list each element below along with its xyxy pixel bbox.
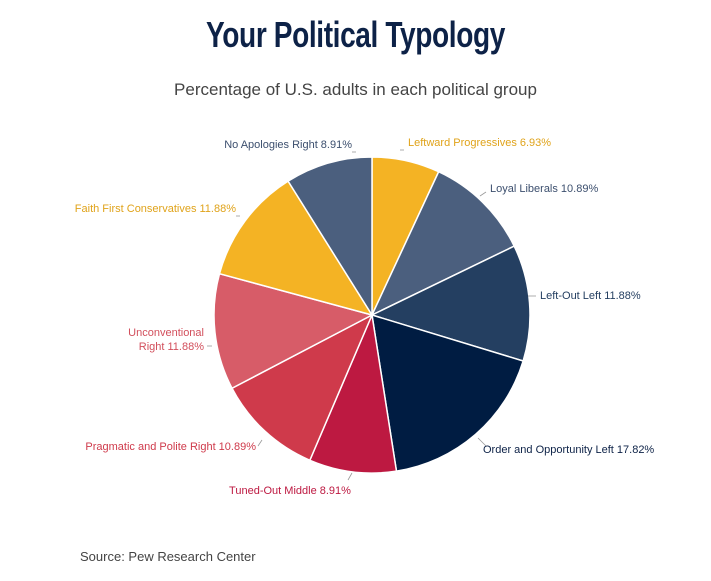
pie-slice-order-and-opportunity-left: [371, 313, 525, 472]
page-subtitle: Percentage of U.S. adults in each politi…: [174, 80, 537, 99]
leader-line: [347, 472, 353, 481]
page-title: Your Political Typology: [206, 14, 505, 55]
pie-chart: Leftward Progressives 6.93% Loyal Liberal…: [75, 137, 655, 497]
slice-label: Order and Opportunity Left 17.82%: [483, 444, 654, 456]
slice-label: No Apologies Right 8.91%: [224, 139, 352, 151]
slice-label-line: Right 11.88%: [139, 341, 204, 353]
pie-slice-loyal-liberals: [370, 170, 516, 317]
slice-label: Tuned-Out Middle 8.91%: [229, 485, 351, 497]
leader-line: [479, 191, 487, 197]
pie-slice-tuned-out-middle: [308, 312, 398, 474]
slice-label: Loyal Liberals 10.89%: [490, 183, 598, 195]
leader-line: [257, 439, 263, 447]
slice-label: Unconventional Right 11.88%: [128, 327, 204, 353]
slice-labels: Leftward Progressives 6.93% Loyal Liberal…: [75, 137, 655, 497]
leader-line: [477, 437, 487, 447]
label-leader-lines: [207, 149, 536, 481]
pie-slice-unconventional-right: [213, 272, 375, 390]
slice-label: Faith First Conservatives 11.88%: [75, 203, 236, 215]
pie-slice-faith-first-conservatives: [218, 180, 374, 317]
pie-slice-no-apologies-right: [287, 156, 373, 318]
pie-slice-left-out-left: [369, 245, 531, 362]
slice-label: Left-Out Left 11.88%: [540, 290, 641, 302]
source-note: Source: Pew Research Center: [80, 549, 256, 564]
pie-slices: [213, 156, 531, 474]
slice-label-line: Unconventional: [128, 327, 204, 339]
pie-slice-pragmatic-and-polite-right: [230, 313, 374, 462]
slice-label: Pragmatic and Polite Right 10.89%: [85, 441, 256, 453]
slice-label: Leftward Progressives 6.93%: [408, 137, 551, 149]
